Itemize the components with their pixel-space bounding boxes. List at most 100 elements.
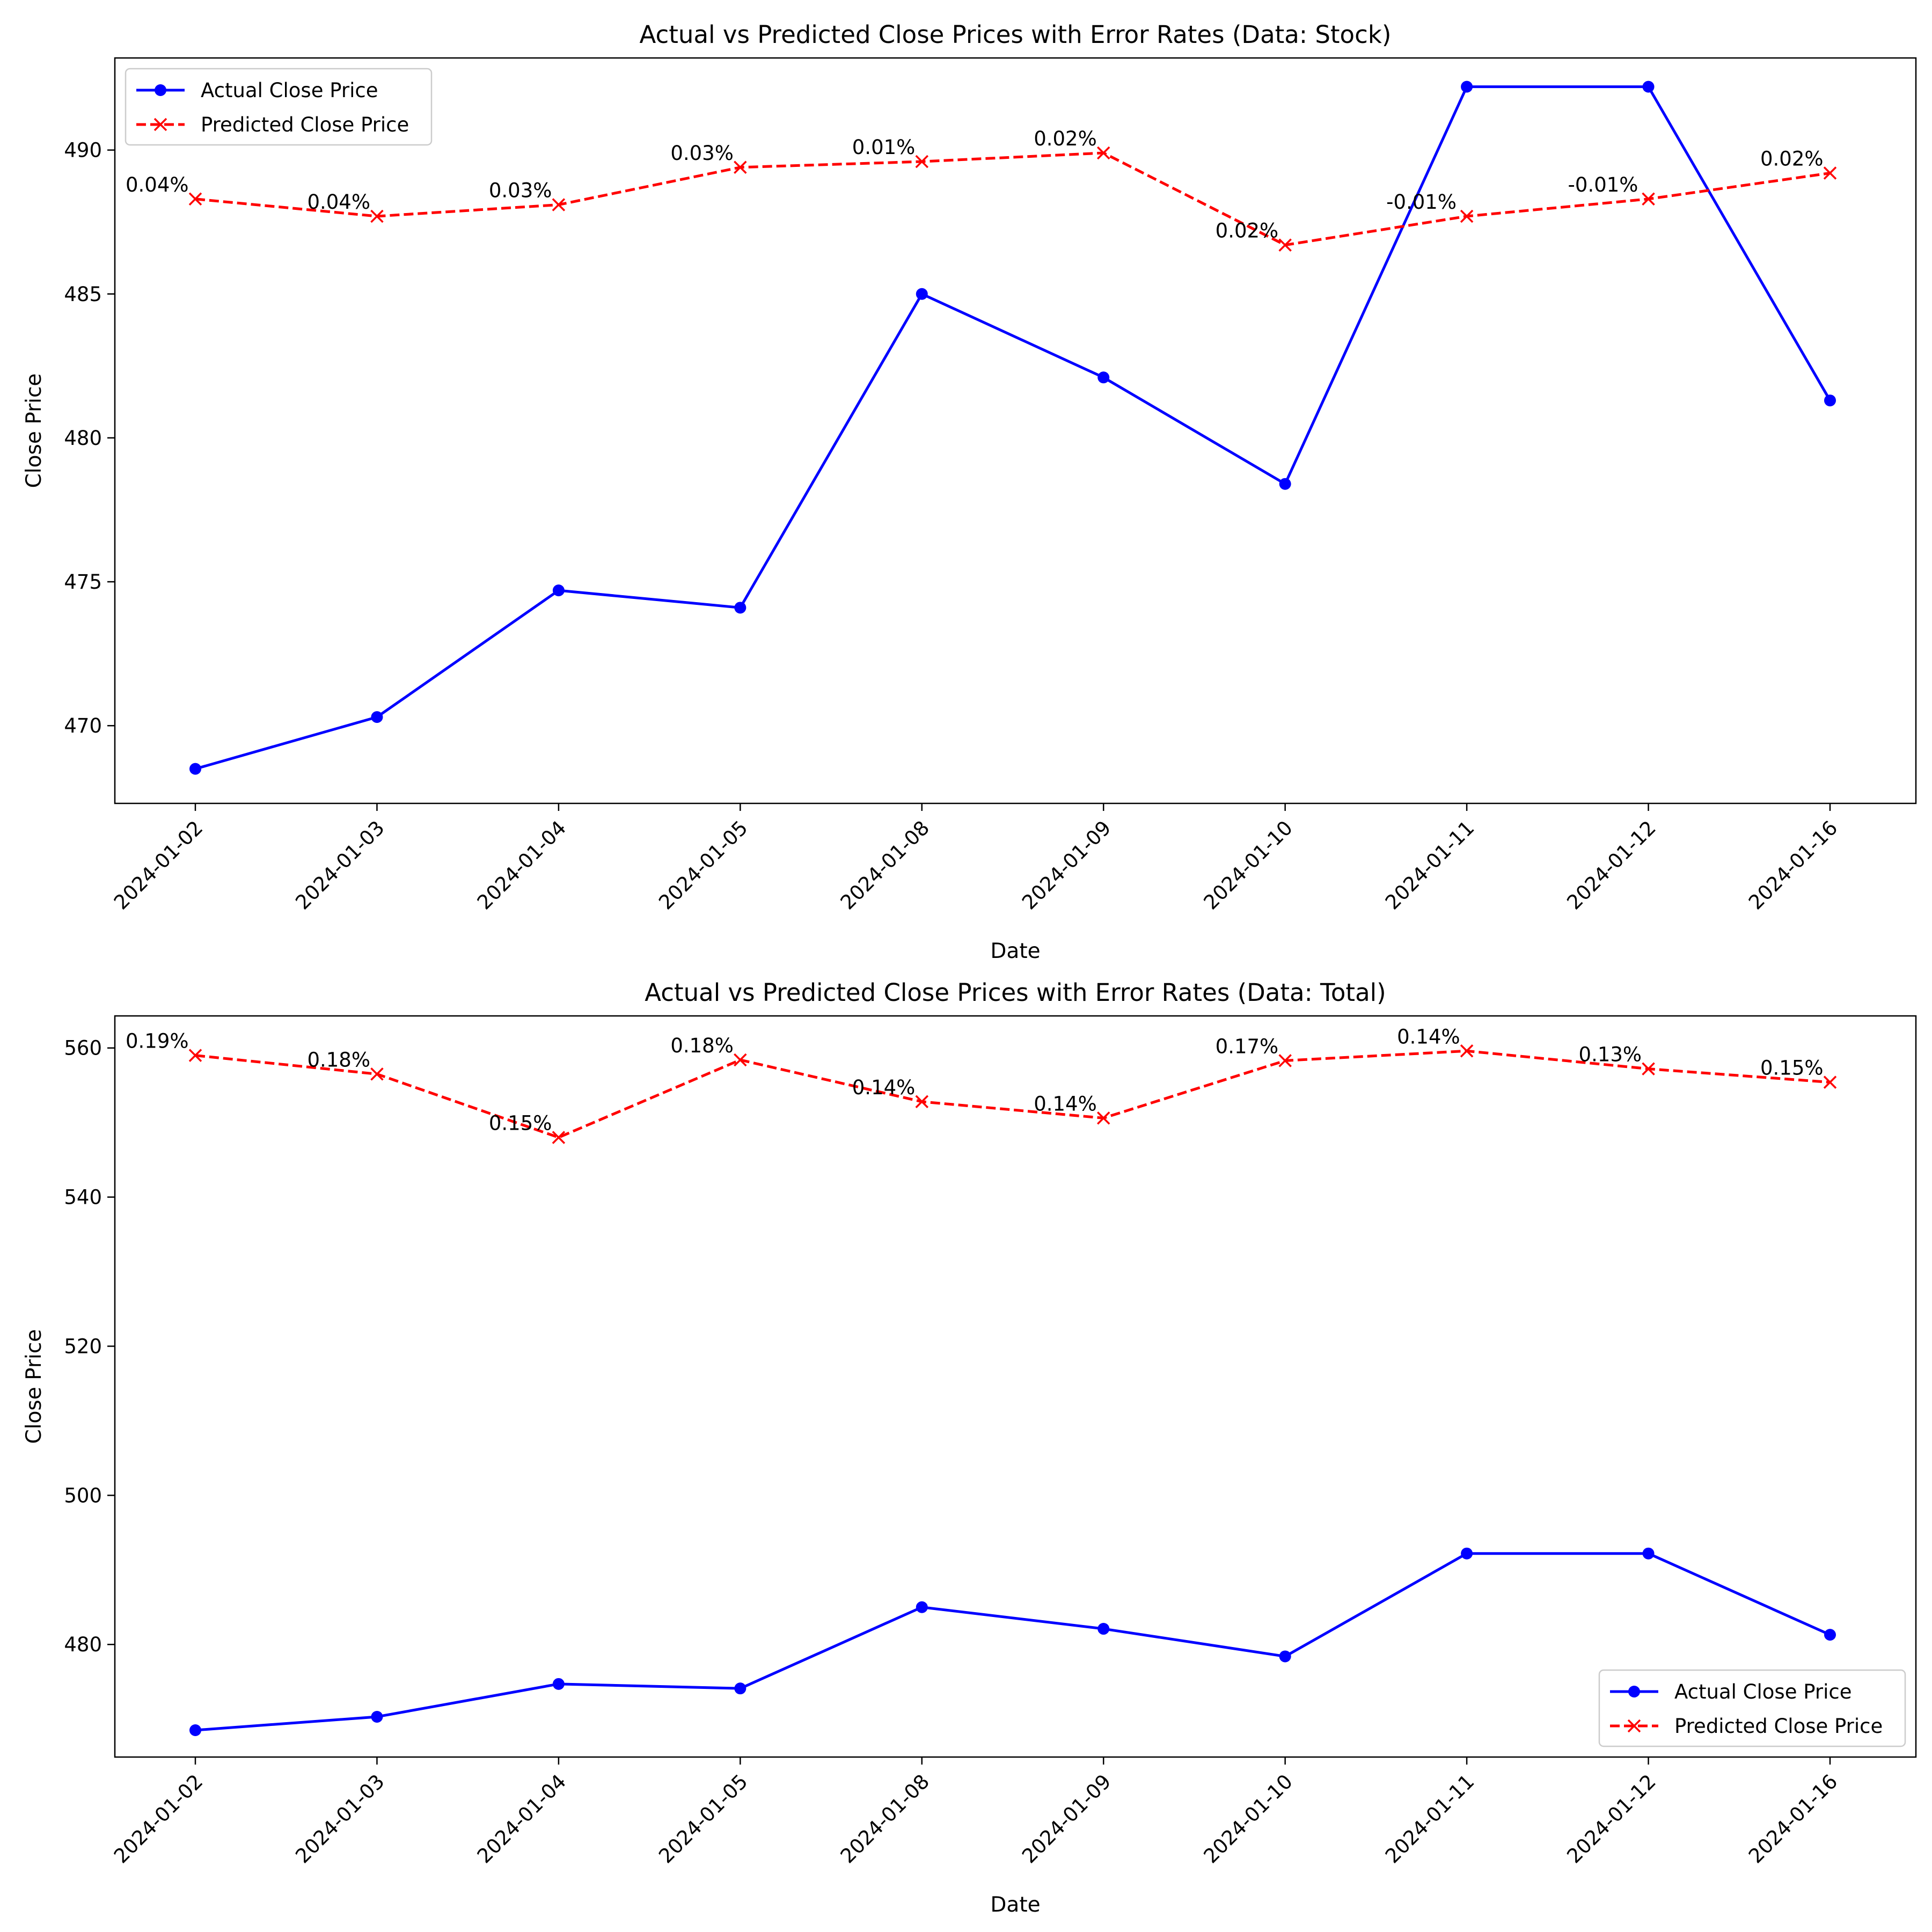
legend-label: Actual Close Price	[1674, 1680, 1852, 1703]
error-rate-label: 0.15%	[1760, 1057, 1824, 1080]
data-point-predicted	[370, 1067, 384, 1081]
y-tick-label: 500	[64, 1484, 102, 1507]
data-point-predicted	[1642, 192, 1655, 206]
data-point-actual	[1461, 80, 1473, 93]
data-point-predicted	[915, 155, 929, 169]
x-axis-label: Date	[990, 939, 1040, 963]
data-point-actual	[371, 711, 383, 723]
x-tick-label: 2024-01-08	[836, 816, 934, 914]
data-point-predicted	[1823, 1075, 1837, 1089]
x-axis-label: Date	[990, 1893, 1040, 1917]
error-rate-label: 0.15%	[489, 1111, 552, 1135]
data-point-predicted	[1460, 209, 1474, 223]
legend-label: Actual Close Price	[201, 79, 378, 102]
legend-label: Predicted Close Price	[1674, 1715, 1883, 1738]
error-rate-label: 0.02%	[1034, 127, 1097, 150]
x-tick-label: 2024-01-02	[109, 816, 207, 914]
series-line-actual	[195, 85, 1832, 771]
data-point-predicted	[1460, 1044, 1474, 1058]
data-point-actual	[734, 602, 747, 614]
data-point-actual	[1279, 1650, 1291, 1663]
x-tick-label: 2024-01-04	[473, 816, 570, 914]
data-point-predicted	[1278, 1054, 1292, 1067]
y-axis-label: Close Price	[22, 374, 46, 488]
error-rate-label: 0.19%	[126, 1030, 189, 1053]
error-rate-label: 0.17%	[1216, 1035, 1279, 1058]
data-point-actual	[1642, 80, 1655, 93]
x-tick-label: 2024-01-16	[1744, 1770, 1842, 1868]
x-tick-label: 2024-01-12	[1562, 816, 1660, 914]
data-point-predicted	[1096, 146, 1110, 160]
data-point-predicted	[188, 192, 202, 206]
error-rate-label: 0.02%	[1760, 148, 1824, 171]
data-point-actual	[189, 763, 201, 775]
data-point-predicted	[915, 1095, 929, 1109]
series-line-actual	[195, 1552, 1831, 1732]
data-point-actual	[371, 1710, 383, 1723]
y-tick-label: 480	[64, 427, 102, 450]
y-tick-label: 560	[64, 1037, 102, 1060]
plot-frame	[114, 1015, 1917, 1758]
x-tick-label: 2024-01-16	[1744, 816, 1842, 914]
legend-marker	[155, 84, 166, 96]
data-point-predicted	[734, 160, 747, 174]
x-tick-label: 2024-01-05	[654, 816, 752, 914]
data-point-predicted	[734, 1053, 747, 1067]
x-tick-label: 2024-01-08	[836, 1770, 934, 1868]
x-tick-label: 2024-01-09	[1018, 816, 1115, 914]
legend: Actual Close Price Predicted Close Price	[125, 68, 433, 146]
error-rate-label: -0.01%	[1568, 173, 1638, 196]
legend-marker	[1628, 1686, 1640, 1697]
legend: Actual Close Price Predicted Close Price	[1598, 1669, 1906, 1747]
y-tick-label: 485	[64, 283, 102, 306]
y-tick-label: 475	[64, 570, 102, 594]
data-point-predicted	[370, 209, 384, 223]
chart-2: Actual vs Predicted Close Prices with Er…	[22, 978, 1917, 1917]
error-rate-label: 0.04%	[307, 191, 370, 214]
data-point-actual	[1097, 1623, 1110, 1635]
data-point-actual	[916, 1601, 928, 1613]
x-tick-label: 2024-01-04	[473, 1770, 570, 1868]
data-point-actual	[734, 1682, 747, 1695]
data-point-actual	[1642, 1547, 1655, 1560]
series-line-predicted	[195, 151, 1831, 247]
error-rate-label: 0.02%	[1216, 219, 1279, 243]
data-point-predicted	[552, 1131, 566, 1144]
x-tick-label: 2024-01-03	[291, 816, 389, 914]
series-line-predicted	[195, 1049, 1831, 1139]
data-point-predicted	[552, 198, 566, 211]
x-tick-label: 2024-01-03	[291, 1770, 389, 1868]
legend-label: Predicted Close Price	[201, 113, 409, 136]
legend-box	[125, 68, 433, 146]
data-point-predicted	[1823, 166, 1837, 180]
x-tick-label: 2024-01-10	[1199, 816, 1297, 914]
data-point-actual	[1097, 371, 1110, 384]
data-point-actual	[552, 584, 565, 597]
data-point-predicted	[188, 1049, 202, 1062]
data-point-actual	[1824, 394, 1836, 407]
legend-box	[1598, 1669, 1906, 1747]
y-tick-label: 470	[64, 714, 102, 737]
chart-1: Actual vs Predicted Close Prices with Er…	[22, 20, 1917, 963]
error-rate-label: 0.03%	[670, 142, 734, 165]
data-point-actual	[1461, 1547, 1473, 1560]
x-tick-label: 2024-01-02	[109, 1770, 207, 1868]
x-tick-label: 2024-01-11	[1381, 1770, 1479, 1868]
plot-frame	[114, 57, 1917, 804]
y-tick-label: 520	[64, 1335, 102, 1358]
error-rate-label: 0.14%	[1034, 1092, 1097, 1115]
y-axis-label: Close Price	[22, 1329, 46, 1444]
data-point-actual	[552, 1678, 565, 1690]
chart-title: Actual vs Predicted Close Prices with Er…	[645, 978, 1386, 1007]
y-tick-label: 540	[64, 1186, 102, 1209]
y-tick-label: 490	[64, 139, 102, 162]
data-point-predicted	[1278, 238, 1292, 252]
error-rate-label: 0.14%	[852, 1076, 916, 1099]
x-tick-label: 2024-01-09	[1018, 1770, 1115, 1868]
data-point-predicted	[1096, 1111, 1110, 1125]
error-rate-label: -0.01%	[1386, 191, 1457, 214]
data-point-actual	[916, 288, 928, 300]
chart-title: Actual vs Predicted Close Prices with Er…	[640, 20, 1392, 49]
error-rate-label: 0.01%	[852, 136, 916, 159]
